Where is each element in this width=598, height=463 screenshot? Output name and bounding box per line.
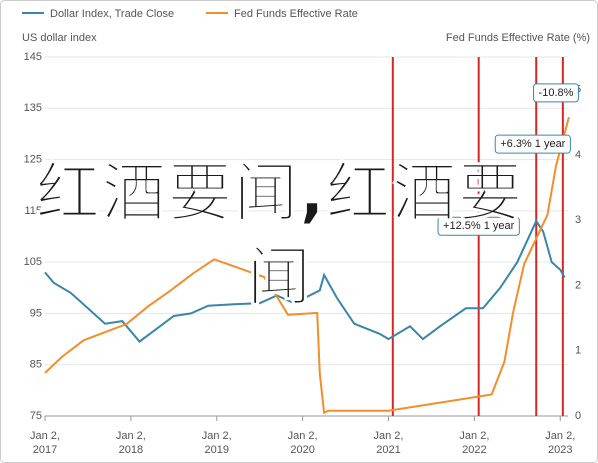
y-tick-label: 115: [24, 205, 42, 217]
annotation-box: [533, 83, 579, 103]
legend-label: Fed Funds Effective Rate: [234, 8, 358, 20]
y-tick-label: 105: [24, 256, 42, 268]
legend-label: Dollar Index, Trade Close: [50, 8, 174, 20]
y-tick-label: 145: [24, 51, 42, 63]
annotation-label: -10.8%: [539, 87, 574, 99]
x-tick-label: Jan 2, 2021: [374, 430, 404, 456]
y2-tick-label: 2: [575, 279, 581, 291]
y2-tick-label: 4: [575, 149, 581, 161]
y-tick-label: 135: [24, 102, 42, 114]
y2-tick-label: 3: [575, 214, 581, 226]
y2-axis-title: Fed Funds Effective Rate (%): [446, 32, 590, 44]
y2-tick-label: 1: [575, 345, 581, 357]
y-tick-label: 75: [30, 410, 42, 422]
annotation-label: +6.3% 1 year: [500, 138, 565, 150]
x-tick-label: Jan 2, 2019: [202, 430, 232, 456]
series-line: [44, 116, 570, 415]
overlay-text: 红酒要闻,红酒要闻: [35, 157, 525, 316]
y-tick-label: 125: [24, 153, 42, 165]
y-tick-label: 85: [30, 359, 42, 371]
series-line: [44, 219, 566, 343]
y-axis-title: US dollar index: [22, 32, 97, 44]
annotation-label: +12.5% 1 year: [443, 220, 515, 232]
annotation-box: [494, 134, 571, 154]
y2-tick-label: 0: [575, 410, 581, 422]
x-tick-label: Jan 2, 2023: [545, 430, 575, 456]
x-tick-label: Jan 2, 2020: [288, 430, 318, 456]
annotation-box: [437, 216, 520, 236]
x-tick-label: Jan 2, 2018: [116, 430, 146, 456]
y-tick-label: 95: [30, 307, 42, 319]
x-tick-label: Jan 2, 2017: [30, 430, 60, 456]
x-tick-label: Jan 2, 2022: [459, 430, 489, 456]
